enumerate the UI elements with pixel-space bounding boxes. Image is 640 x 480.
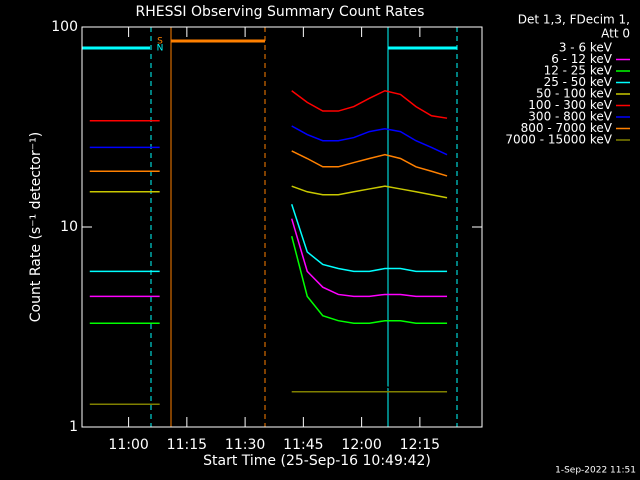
footer: 1-Sep-2022 11:51 bbox=[555, 466, 636, 476]
chart-title: RHESSI Observing Summary Count Rates bbox=[136, 4, 425, 20]
legend-title: Att 0 bbox=[601, 27, 630, 41]
series-line bbox=[89, 391, 448, 405]
legend-label: 12 - 25 keV bbox=[544, 64, 613, 78]
series-line bbox=[89, 385, 448, 412]
legend-label: 50 - 100 keV bbox=[536, 87, 613, 101]
legend-label: 300 - 800 keV bbox=[528, 110, 612, 124]
legend-label: 3 - 6 keV bbox=[559, 41, 613, 55]
series-line bbox=[89, 125, 448, 156]
series-line bbox=[89, 150, 448, 177]
series-line bbox=[89, 235, 448, 325]
y-tick-label: 100 bbox=[51, 19, 78, 35]
legend-label: 100 - 300 keV bbox=[528, 98, 612, 112]
legend-label: 6 - 12 keV bbox=[551, 52, 613, 66]
y-tick-label: 1 bbox=[69, 419, 78, 435]
legend-label: 7000 - 15000 keV bbox=[505, 133, 612, 147]
plot-frame bbox=[81, 26, 483, 428]
x-tick-label: 11:00 bbox=[108, 437, 148, 453]
x-tick-label: 12:00 bbox=[341, 437, 381, 453]
legend-title: Det 1,3, FDecim 1, bbox=[518, 13, 630, 27]
x-axis-label: Start Time (25-Sep-16 10:49:42) bbox=[203, 453, 431, 469]
instrument-flags: S N bbox=[82, 27, 458, 427]
annotation: S bbox=[157, 37, 163, 47]
series-line bbox=[89, 218, 448, 298]
series-line bbox=[89, 89, 448, 122]
x-tick-label: 12:15 bbox=[400, 437, 440, 453]
x-tick-label: 11:45 bbox=[283, 437, 323, 453]
x-tick-label: 11:15 bbox=[167, 437, 207, 453]
x-tick-label: 11:30 bbox=[225, 437, 265, 453]
series-line bbox=[89, 203, 448, 273]
y-axis-label: Count Rate (s⁻¹ detector⁻¹) bbox=[28, 132, 44, 322]
legend-label: 25 - 50 keV bbox=[544, 75, 613, 89]
legend-label: 800 - 7000 keV bbox=[521, 121, 613, 135]
annotation: N bbox=[157, 44, 164, 54]
y-tick-label: 10 bbox=[60, 219, 78, 235]
series-line bbox=[89, 185, 448, 199]
